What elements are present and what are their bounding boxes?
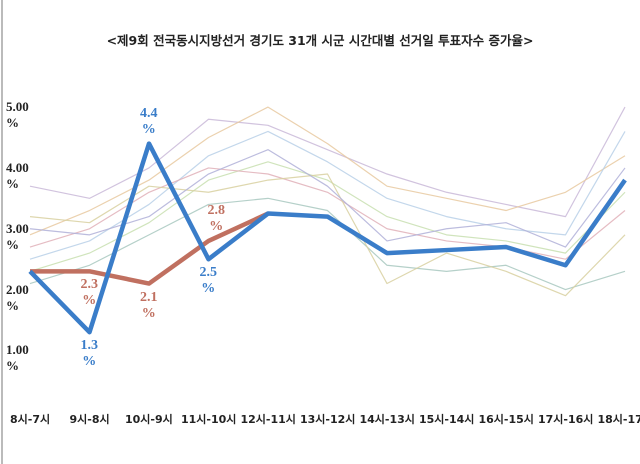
series-line xyxy=(29,106,626,236)
data-label: 2.3 % xyxy=(80,277,99,309)
series-line xyxy=(29,173,626,297)
x-tick-label: 12시-11시 xyxy=(240,413,296,426)
series-line xyxy=(29,106,626,218)
highlight-line xyxy=(28,141,627,335)
data-label: 2.1 % xyxy=(140,289,158,321)
y-tick-label: 2.00 % xyxy=(6,281,29,313)
x-tick-label: 11시-10시 xyxy=(181,413,237,426)
x-tick-label: 15시-14시 xyxy=(419,413,475,426)
y-tick-label: 5.00 % xyxy=(6,99,29,131)
x-tick-label: 16시-15시 xyxy=(478,413,534,426)
data-label: 2.5 % xyxy=(199,265,218,297)
highlight-line xyxy=(30,211,269,286)
x-tick-label: 17시-16시 xyxy=(538,413,594,426)
series-line xyxy=(29,197,626,291)
data-label: 2.8 % xyxy=(207,202,226,234)
series-line xyxy=(29,167,626,260)
data-label: 1.3 % xyxy=(80,338,99,370)
y-tick-label: 3.00 % xyxy=(6,220,29,252)
x-tick-label: 13시-12시 xyxy=(300,413,356,426)
data-label: 4.4 % xyxy=(140,105,158,137)
y-tick-label: 4.00 % xyxy=(6,159,29,191)
y-tick-label: 1.00 % xyxy=(6,342,29,374)
x-tick-label: 10시-9시 xyxy=(125,413,173,426)
x-tick-label: 18시-17시 xyxy=(597,413,640,426)
series-line xyxy=(29,161,626,272)
x-tick-label: 14시-13시 xyxy=(359,413,415,426)
chart-title: <제9회 전국동시지방선거 경기도 31개 시군 시간대별 선거일 투표자수 증… xyxy=(106,33,534,48)
series-line xyxy=(29,149,626,248)
x-tick-label: 8시-7시 xyxy=(10,413,51,426)
x-tick-label: 9시-8시 xyxy=(69,413,110,426)
